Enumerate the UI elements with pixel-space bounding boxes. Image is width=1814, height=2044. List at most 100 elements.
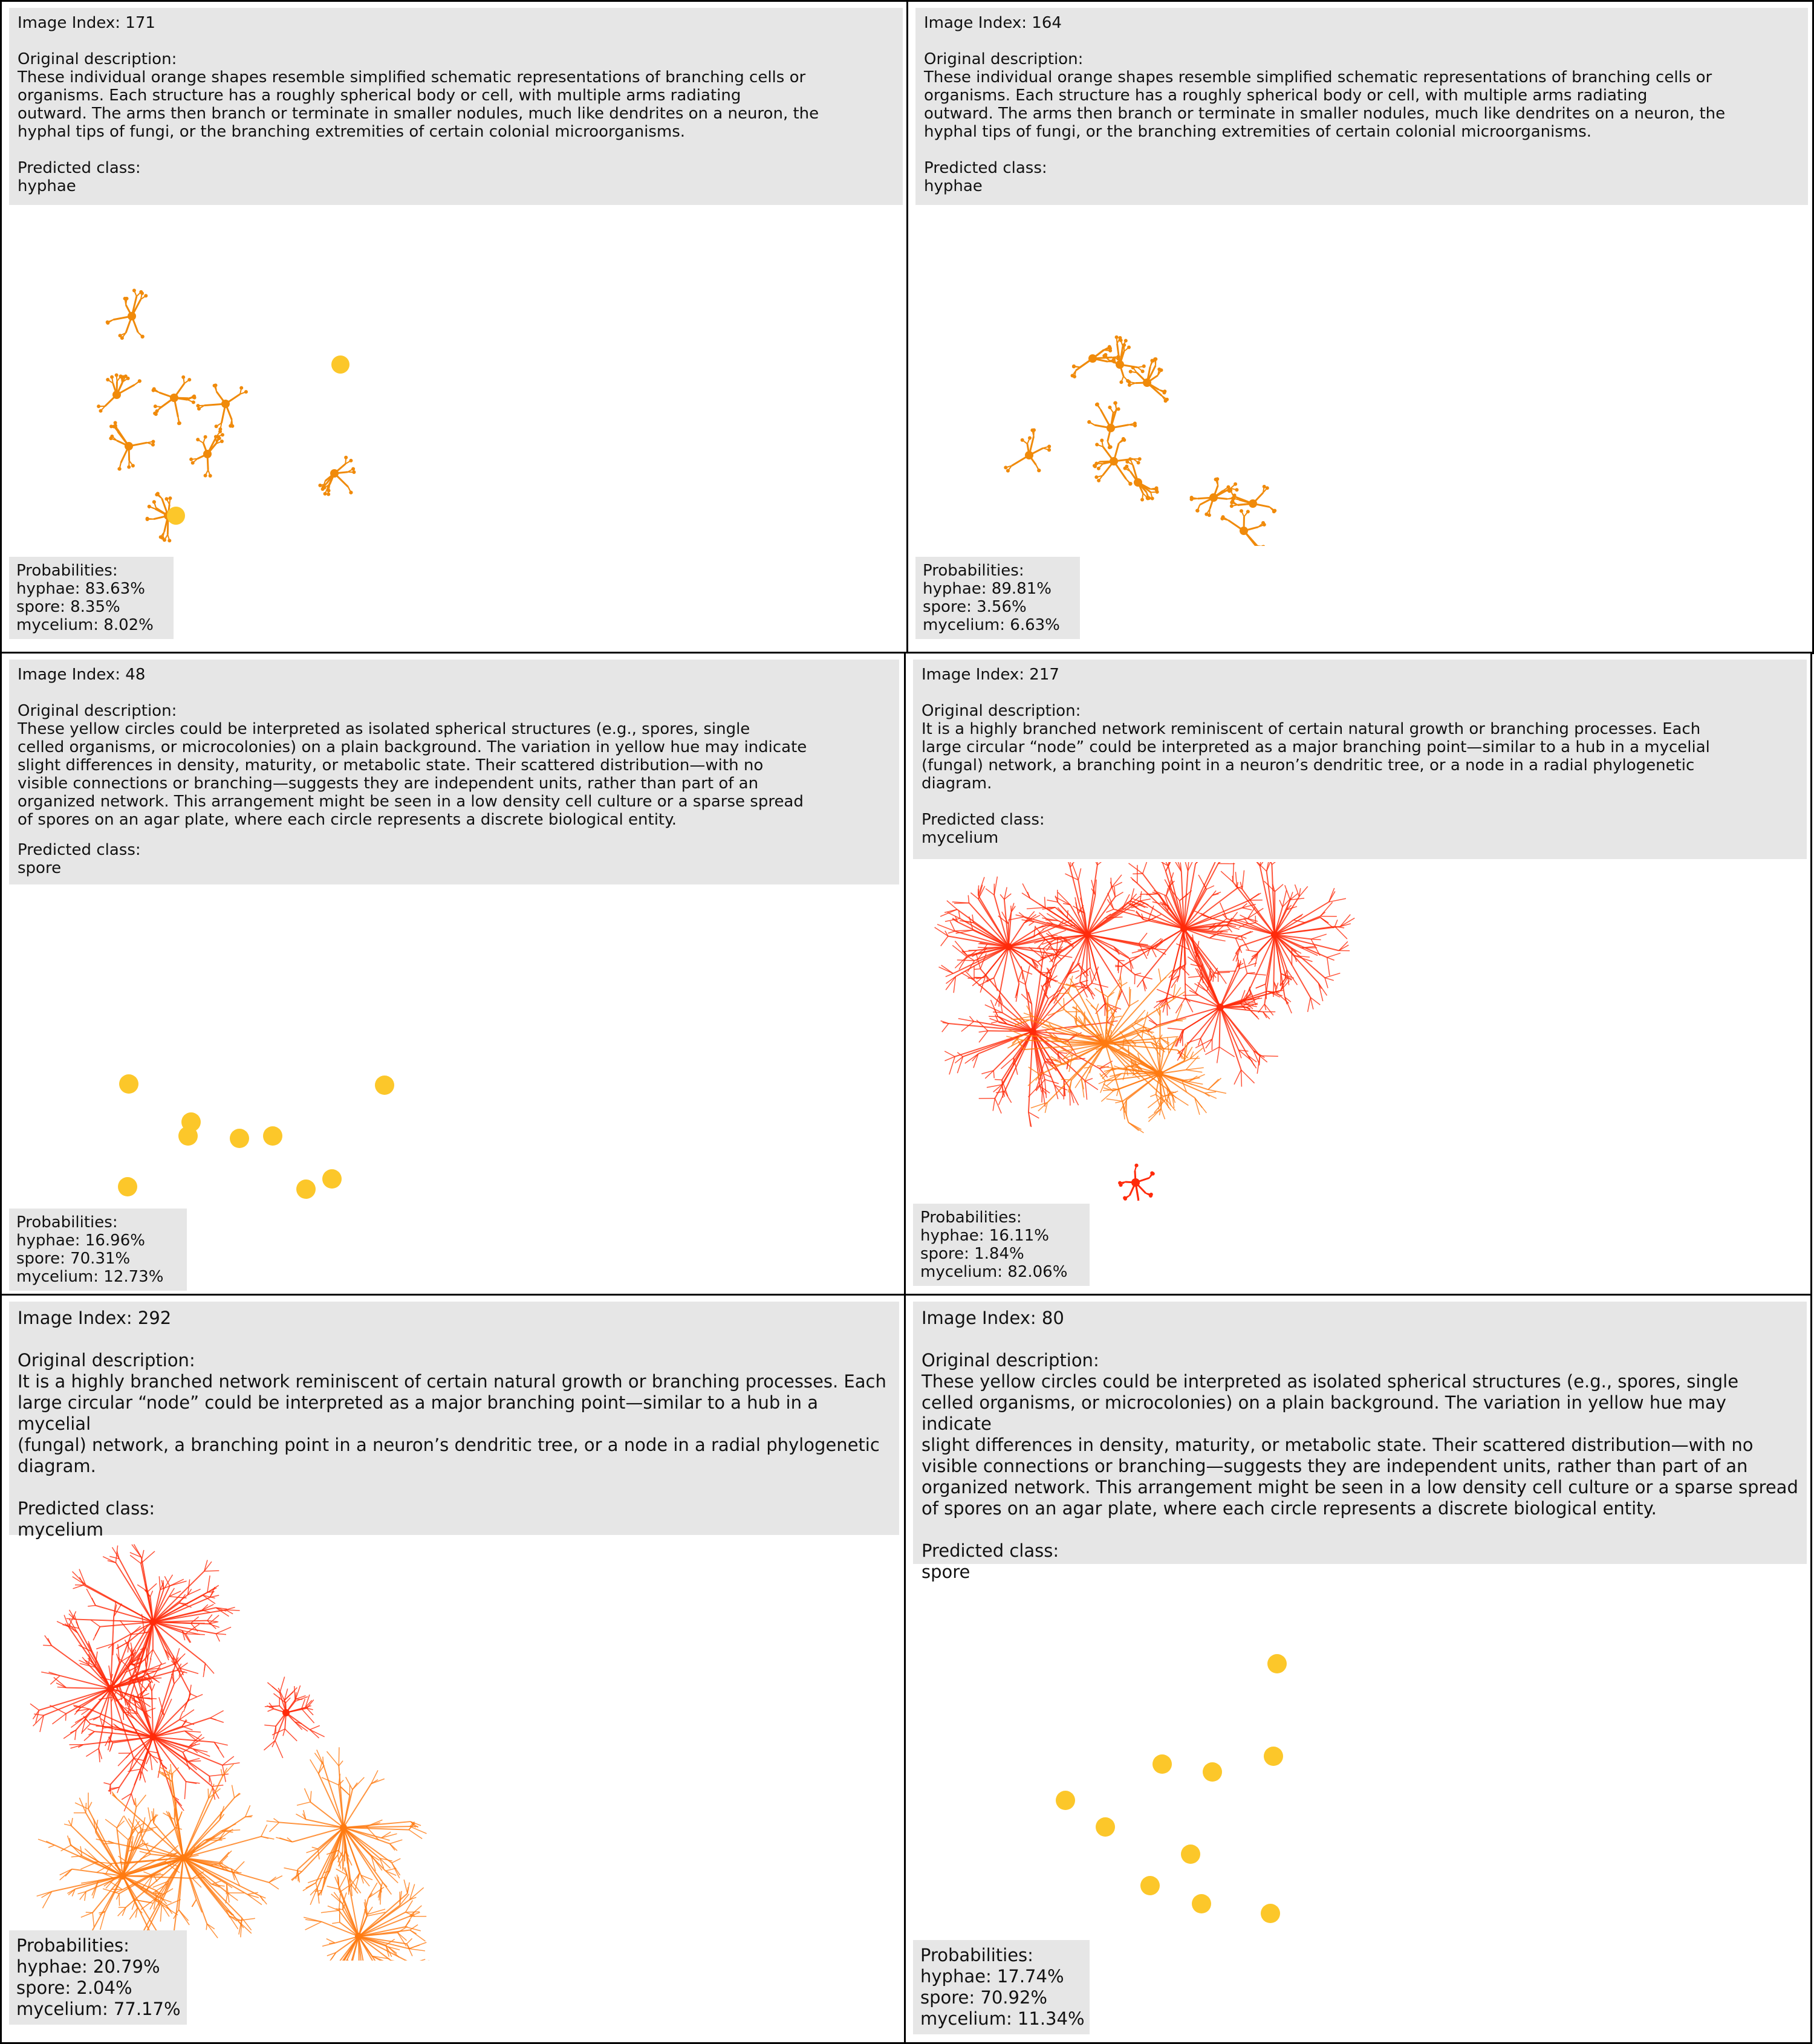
probabilities-heading: Probabilities: [16, 562, 118, 580]
spore-dot [230, 1129, 249, 1148]
image-index: Image Index: 164 [924, 14, 1062, 32]
image-index: Image Index: 217 [922, 666, 1059, 684]
panel-index-217: Image Index: 217 Original description: I… [904, 652, 1812, 1296]
prob-spore: spore: 1.84% [920, 1245, 1024, 1263]
hyphal-cell [196, 383, 248, 431]
hyphal-cell [1092, 436, 1142, 486]
hyphal-cell [1229, 484, 1277, 514]
description-line: slight differences in density, maturity,… [922, 1435, 1754, 1455]
spore-dot [296, 1179, 316, 1199]
mycelium-hub [69, 1649, 240, 1812]
hyphal-cell [105, 288, 148, 340]
prob-spore: spore: 8.35% [16, 598, 120, 616]
prob-mycelium: mycelium: 11.34% [920, 2008, 1085, 2029]
figure-spores [1056, 1654, 1287, 1923]
hyphal-cell [1123, 457, 1159, 502]
probabilities-heading: Probabilities: [920, 1209, 1022, 1227]
hyphal-cell [1118, 1163, 1155, 1201]
spore-dot [1140, 1876, 1160, 1895]
spore-dot [1203, 1762, 1222, 1782]
mycelium-hub [1096, 1005, 1227, 1122]
mycelium-hub [1147, 934, 1290, 1087]
prob-hyphae: hyphae: 16.11% [920, 1227, 1049, 1245]
hyphal-cell [318, 455, 356, 496]
hyphal-cell [1070, 345, 1120, 378]
predicted-class: hyphae [924, 177, 983, 195]
description-line: hyphal tips of fungi, or the branching e… [18, 123, 686, 141]
predicted-class: spore [18, 859, 62, 877]
prob-spore: spore: 70.31% [16, 1250, 131, 1268]
probabilities-box: Probabilities: hyphae: 83.63% spore: 8.3… [9, 557, 174, 639]
spore-dot [263, 1126, 282, 1146]
mycelium-hub [1106, 862, 1264, 1016]
mycelium-hub [303, 1866, 430, 1961]
info-box: Image Index: 217 Original description: I… [913, 660, 1807, 859]
spore-dot [1096, 1817, 1115, 1837]
prob-spore: spore: 2.04% [16, 1977, 132, 1998]
hyphal-cell [1004, 428, 1052, 473]
prob-spore: spore: 3.56% [923, 598, 1027, 616]
spore-dot [167, 507, 185, 525]
description-line: (fungal) network, a branching point in a… [922, 756, 1695, 774]
hyphal-cell [189, 429, 224, 478]
description-line: diagram. [18, 1456, 96, 1476]
prob-hyphae: hyphae: 89.81% [923, 580, 1052, 598]
spore-dot [1264, 1747, 1283, 1766]
probabilities-heading: Probabilities: [923, 562, 1024, 580]
description-line: These individual orange shapes resemble … [924, 68, 1712, 86]
description-line: It is a highly branched network reminisc… [18, 1371, 886, 1392]
info-box: Image Index: 80 Original description: Th… [913, 1302, 1807, 1582]
description-line: celled organisms, or microcolonies) on a… [18, 738, 807, 756]
image-index: Image Index: 48 [18, 666, 146, 684]
prob-mycelium: mycelium: 12.73% [16, 1268, 164, 1286]
figure-mycelium-network [934, 862, 1355, 1201]
predicted-heading: Predicted class: [924, 159, 1047, 177]
description-heading: Original description: [18, 50, 177, 68]
prob-hyphae: hyphae: 17.74% [920, 1966, 1064, 1987]
predicted-heading: Predicted class: [922, 1540, 1059, 1561]
description-heading: Original description: [18, 1350, 195, 1371]
description-heading: Original description: [924, 50, 1084, 68]
spore-dot [1261, 1904, 1280, 1923]
probabilities-box: Probabilities: hyphae: 17.74% spore: 70.… [913, 1940, 1090, 2034]
image-index: Image Index: 171 [18, 14, 155, 32]
probabilities-heading: Probabilities: [16, 1213, 118, 1231]
description-line: These individual orange shapes resemble … [18, 68, 806, 86]
predicted-heading: Predicted class: [18, 159, 141, 177]
figure-spores [118, 1074, 394, 1199]
description-heading: Original description: [922, 1350, 1099, 1371]
spore-dot [1267, 1654, 1287, 1673]
predicted-heading: Predicted class: [18, 1498, 155, 1519]
spore-dot [331, 355, 349, 374]
description-line: outward. The arms then branch or termina… [18, 105, 819, 123]
description-line: visible connections or branching—suggest… [922, 1456, 1748, 1476]
prob-hyphae: hyphae: 83.63% [16, 580, 145, 598]
predicted-class: mycelium [18, 1519, 103, 1540]
predicted-class: hyphae [18, 177, 76, 195]
spore-dot [1181, 1844, 1200, 1864]
description-heading: Original description: [18, 702, 177, 720]
info-box: Image Index: 164 Original description: T… [915, 8, 1808, 205]
description-line: organisms. Each structure has a roughly … [18, 86, 741, 105]
figure-hyphae-cells [1004, 335, 1277, 546]
prob-mycelium: mycelium: 6.63% [923, 616, 1060, 634]
panel-index-80: Image Index: 80 Original description: Th… [904, 1294, 1812, 2044]
prob-mycelium: mycelium: 82.06% [920, 1263, 1068, 1281]
description-line: organized network. This arrangement migh… [922, 1477, 1798, 1497]
hyphal-cell [1189, 477, 1239, 517]
description-line: visible connections or branching—suggest… [18, 774, 759, 793]
predicted-heading: Predicted class: [922, 811, 1045, 829]
spore-dot [375, 1076, 394, 1095]
description-line: hyphal tips of fungi, or the branching e… [924, 123, 1592, 141]
hyphal-cell [1220, 509, 1266, 546]
image-index: Image Index: 292 [18, 1308, 172, 1328]
description-line: These yellow circles could be interprete… [922, 1371, 1739, 1392]
spore-dot [119, 1074, 138, 1094]
predicted-class: mycelium [922, 829, 999, 847]
hyphal-cell [151, 375, 197, 426]
description-line: (fungal) network, a branching point in a… [18, 1435, 880, 1455]
hyphal-cell [97, 373, 141, 413]
figure-hyphae-cells [97, 288, 356, 543]
description-line: celled organisms, or microcolonies) on a… [922, 1392, 1732, 1434]
figure-mycelium-network [30, 1543, 430, 1961]
